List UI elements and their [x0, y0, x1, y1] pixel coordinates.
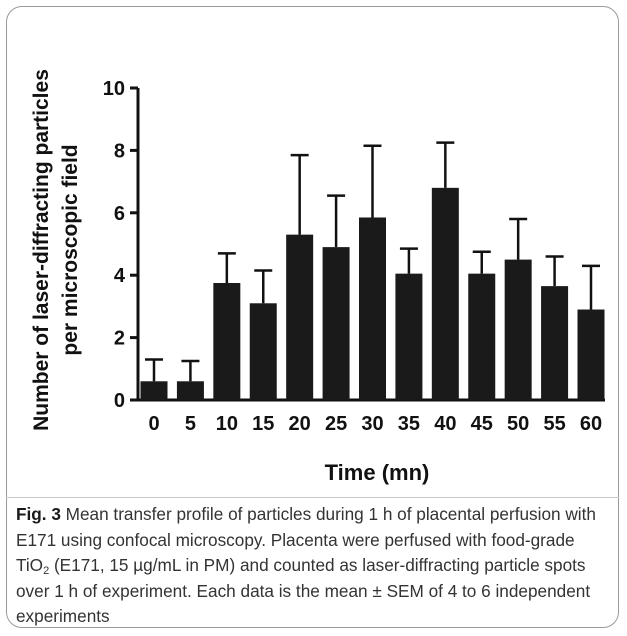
- caption-text: Mean transfer profile of particles durin…: [16, 504, 596, 576]
- caption-text-continued: (E171, 15 µg/mL in PM) and counted as la…: [16, 555, 591, 627]
- x-tick-label-0: 0: [148, 413, 159, 435]
- x-tick-label-45: 45: [471, 413, 493, 435]
- bar-25: [322, 247, 350, 400]
- bar-5: [176, 381, 204, 400]
- bar-30: [359, 217, 386, 400]
- x-tick-label-60: 60: [580, 413, 602, 435]
- caption-divider: [6, 497, 619, 498]
- figure-caption: Fig. 3 Mean transfer profile of particle…: [16, 502, 612, 630]
- y-axis-label-line-1: Number of laser-diffracting particles: [30, 69, 53, 431]
- bar-0: [140, 381, 168, 400]
- plot-area: 0 2 4 6 8 10 0 5 10 15 20 25 30 35 40 45 50 55 60: [103, 78, 605, 435]
- y-tick-label-4: 4: [114, 265, 126, 287]
- bar-60: [577, 309, 605, 400]
- bar-50: [504, 259, 532, 400]
- y-tick-label-10: 10: [103, 78, 125, 100]
- x-tick-label-10: 10: [216, 413, 238, 435]
- y-axis-label: Number of laser-diffracting particles pe…: [30, 69, 82, 431]
- figure-label: Fig. 3: [16, 504, 61, 524]
- bar-chart: Number of laser-diffracting particles pe…: [30, 69, 605, 485]
- bar-15: [249, 303, 277, 400]
- x-tick-label-20: 20: [289, 413, 311, 435]
- y-axis-label-line-2: per microscopic field: [59, 144, 82, 355]
- bar-20: [286, 234, 314, 400]
- x-tick-label-40: 40: [434, 413, 456, 435]
- x-tick-label-50: 50: [507, 413, 529, 435]
- y-tick-label-8: 8: [114, 140, 125, 162]
- x-tick-label-25: 25: [325, 413, 347, 435]
- x-tick-label-55: 55: [543, 413, 565, 435]
- bar-10: [213, 283, 241, 400]
- y-tick-label-6: 6: [114, 203, 125, 225]
- y-tick-label-2: 2: [114, 328, 125, 350]
- caption-subscript: 2: [43, 565, 50, 578]
- y-tick-label-0: 0: [114, 390, 125, 412]
- bar-35: [395, 273, 423, 400]
- x-tick-label-35: 35: [398, 413, 420, 435]
- x-tick-label-5: 5: [185, 413, 196, 435]
- bar-55: [541, 286, 569, 400]
- x-tick-label-15: 15: [252, 413, 274, 435]
- bar-45: [468, 273, 496, 400]
- bar-40: [431, 187, 459, 400]
- x-axis-label: Time (mn): [325, 460, 430, 485]
- x-tick-label-30: 30: [361, 413, 383, 435]
